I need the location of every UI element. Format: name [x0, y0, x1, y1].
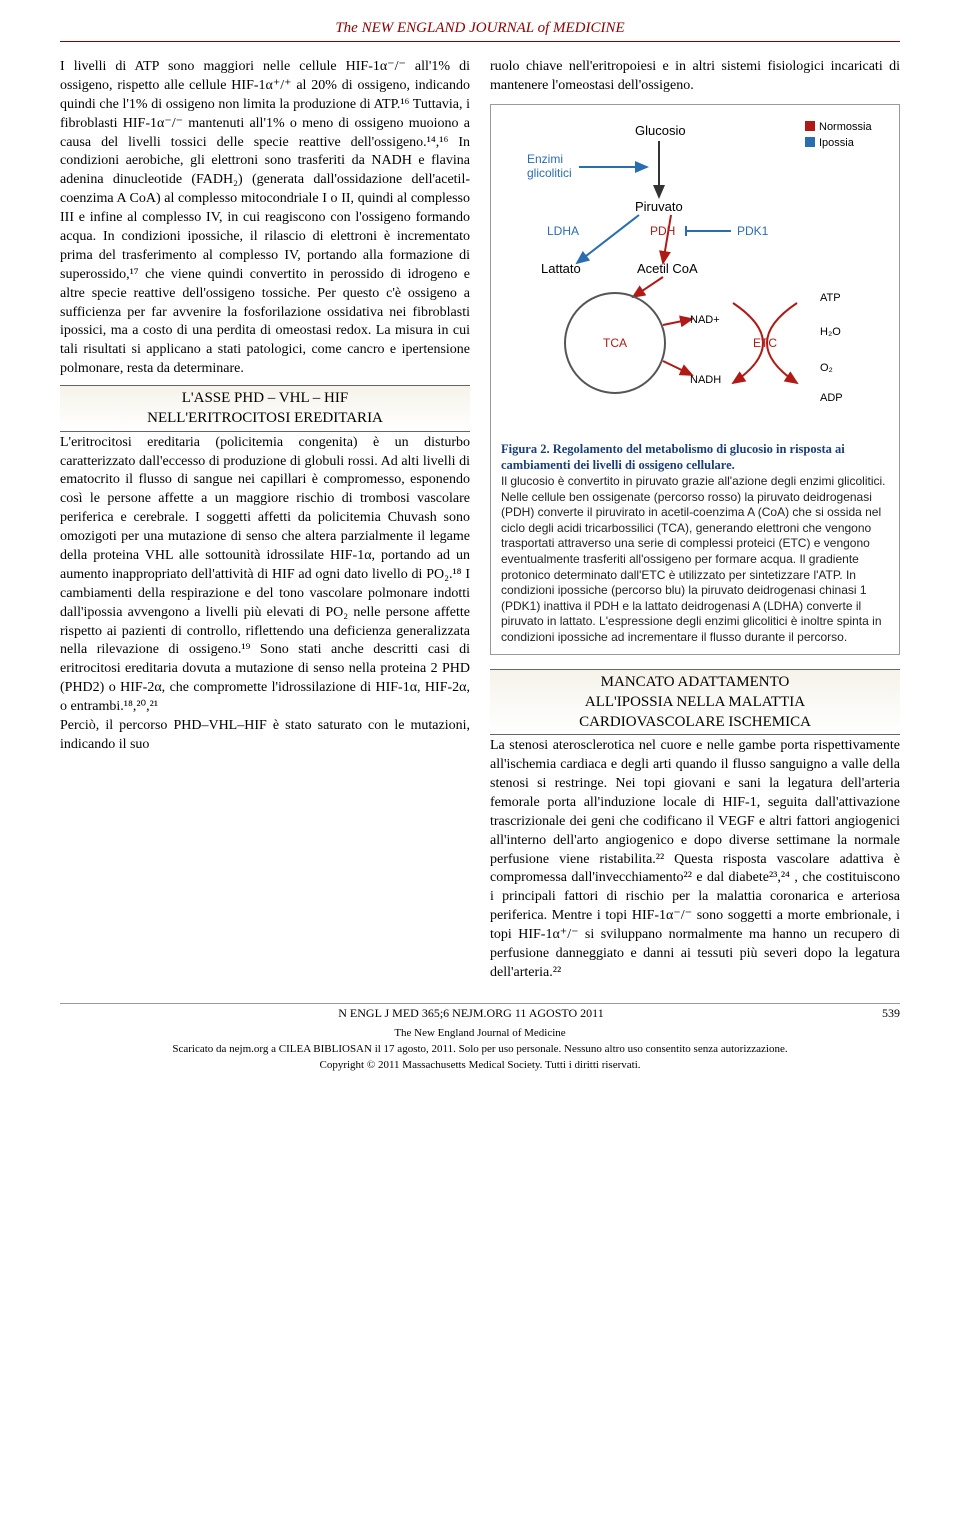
- heading-line-2: NELL'ERITROCITOSI EREDITARIA: [60, 408, 470, 428]
- svg-text:NAD+: NAD+: [690, 314, 720, 326]
- svg-text:Enzimi: Enzimi: [527, 152, 563, 166]
- section-heading-phd-vhl-hif: L'ASSE PHD – VHL – HIF NELL'ERITROCITOSI…: [60, 385, 470, 432]
- right-para-2: La stenosi aterosclerotica nel cuore e n…: [490, 737, 900, 983]
- journal-header: The NEW ENGLAND JOURNAL of MEDICINE: [60, 20, 900, 42]
- svg-text:Lattato: Lattato: [541, 261, 581, 276]
- svg-text:Piruvato: Piruvato: [635, 199, 683, 214]
- footer-page-number: 539: [882, 1006, 900, 1021]
- svg-text:Ipossia: Ipossia: [819, 137, 855, 149]
- figure-2-caption-title: Figura 2. Regolamento del metabolismo di…: [501, 442, 845, 473]
- svg-text:ADP: ADP: [820, 392, 843, 404]
- figure-2-svg: Normossia Ipossia Glucosio Enzimiglicolitic…: [501, 113, 889, 433]
- page-footer: N ENGL J MED 365;6 NEJM.ORG 11 AGOSTO 20…: [60, 1003, 900, 1071]
- right-para-1: ruolo chiave nell'eritropoiesi e in altr…: [490, 58, 900, 96]
- figure-2-diagram: Normossia Ipossia Glucosio Enzimiglicolitic…: [501, 113, 889, 433]
- svg-text:TCA: TCA: [603, 336, 627, 350]
- footer-line-2: The New England Journal of Medicine: [60, 1027, 900, 1039]
- left-column: I livelli di ATP sono maggiori nelle cel…: [60, 58, 470, 983]
- svg-text:Normossia: Normossia: [819, 121, 872, 133]
- journal-title: The NEW ENGLAND JOURNAL of MEDICINE: [335, 20, 624, 36]
- svg-text:H₂O: H₂O: [820, 326, 841, 338]
- svg-text:ATP: ATP: [820, 292, 841, 304]
- figure-2-caption-body: Il glucosio è convertito in piruvato gra…: [501, 474, 889, 646]
- heading-line-1: L'ASSE PHD – VHL – HIF: [60, 388, 470, 408]
- footer-line-1: N ENGL J MED 365;6 NEJM.ORG 11 AGOSTO 20…: [60, 1003, 900, 1023]
- figure-2-box: Normossia Ipossia Glucosio Enzimiglicolitic…: [490, 104, 900, 655]
- heading-cardio-l2: ALL'IPOSSIA NELLA MALATTIA: [490, 692, 900, 712]
- svg-text:O₂: O₂: [820, 362, 833, 374]
- footer-line-3: Scaricato da nejm.org a CILEA BIBLIOSAN …: [60, 1043, 900, 1055]
- left-para-3: Perciò, il percorso PHD–VHL–HIF è stato …: [60, 717, 470, 755]
- page: The NEW ENGLAND JOURNAL of MEDICINE I li…: [0, 0, 960, 1091]
- svg-text:PDH: PDH: [650, 224, 675, 238]
- svg-text:ETC: ETC: [753, 336, 777, 350]
- footer-line-4: Copyright © 2011 Massachusetts Medical S…: [60, 1059, 900, 1071]
- svg-text:PDK1: PDK1: [737, 224, 769, 238]
- two-column-layout: I livelli di ATP sono maggiori nelle cel…: [60, 58, 900, 983]
- left-para-2: L'eritrocitosi ereditaria (policitemia c…: [60, 434, 470, 717]
- heading-cardio-l3: CARDIOVASCOLARE ISCHEMICA: [490, 712, 900, 732]
- svg-text:NADH: NADH: [690, 374, 721, 386]
- left-para-1: I livelli di ATP sono maggiori nelle cel…: [60, 58, 470, 379]
- heading-cardio-l1: MANCATO ADATTAMENTO: [490, 672, 900, 692]
- svg-text:Acetil CoA: Acetil CoA: [637, 261, 698, 276]
- section-heading-cardio: MANCATO ADATTAMENTO ALL'IPOSSIA NELLA MA…: [490, 669, 900, 736]
- svg-text:LDHA: LDHA: [547, 224, 579, 238]
- right-column: ruolo chiave nell'eritropoiesi e in altr…: [490, 58, 900, 983]
- svg-text:glicolitici: glicolitici: [527, 166, 572, 180]
- footer-center: N ENGL J MED 365;6 NEJM.ORG 11 AGOSTO 20…: [60, 1006, 882, 1021]
- svg-text:Glucosio: Glucosio: [635, 123, 686, 138]
